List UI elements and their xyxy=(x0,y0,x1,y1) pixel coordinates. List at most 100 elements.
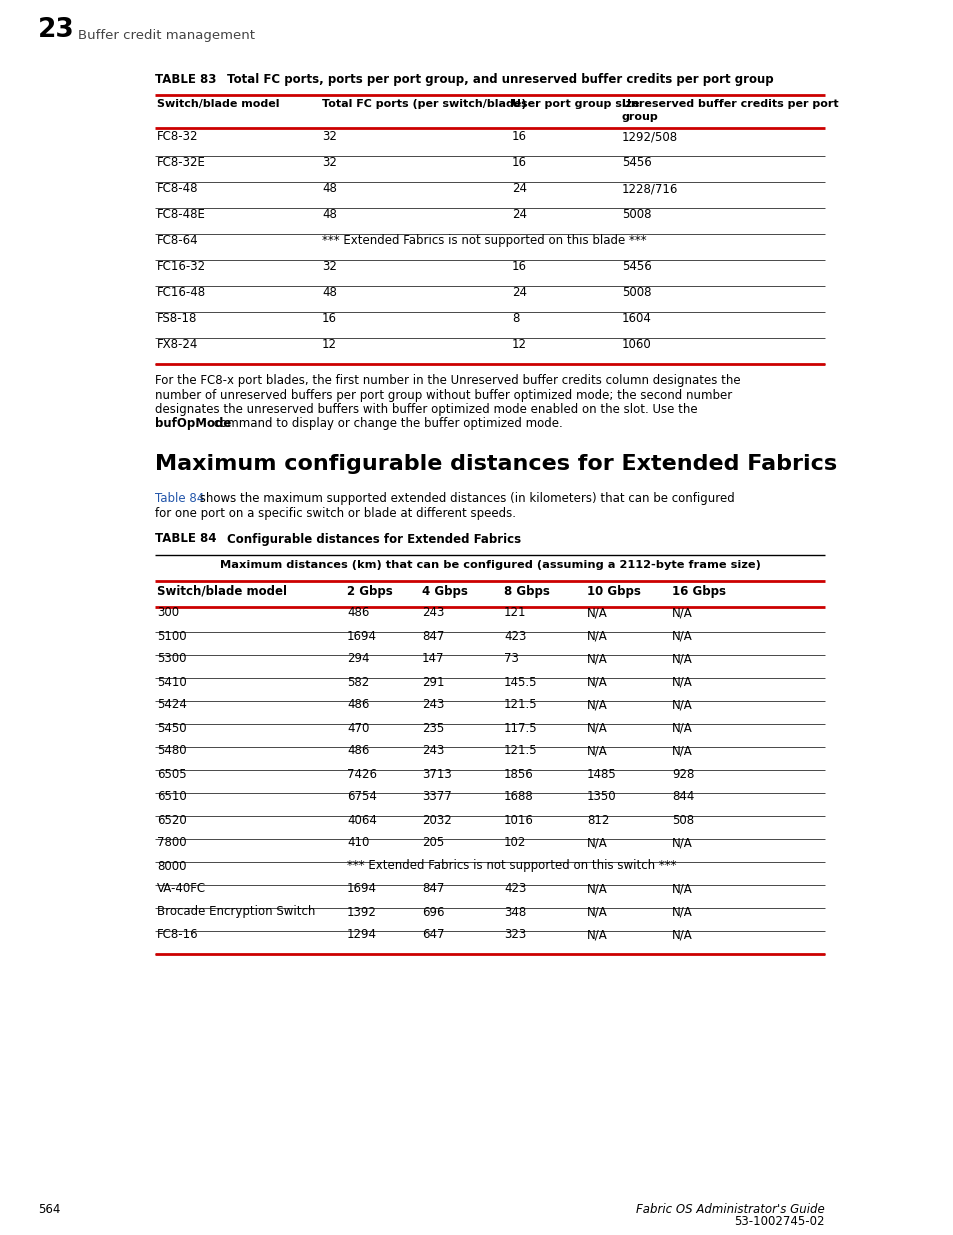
Text: Total FC ports, ports per port group, and unreserved buffer credits per port gro: Total FC ports, ports per port group, an… xyxy=(227,73,773,86)
Text: N/A: N/A xyxy=(586,630,607,642)
Text: Maximum configurable distances for Extended Fabrics: Maximum configurable distances for Exten… xyxy=(154,454,836,474)
Text: 6520: 6520 xyxy=(157,814,187,826)
Text: Maximum distances (km) that can be configured (assuming a 2112-byte frame size): Maximum distances (km) that can be confi… xyxy=(219,561,760,571)
Text: 5480: 5480 xyxy=(157,745,187,757)
Text: 145.5: 145.5 xyxy=(503,676,537,688)
Text: FC8-32E: FC8-32E xyxy=(157,156,206,169)
Text: N/A: N/A xyxy=(671,676,692,688)
Text: Unreserved buffer credits per port: Unreserved buffer credits per port xyxy=(621,99,838,109)
Text: 121.5: 121.5 xyxy=(503,745,537,757)
Text: 5008: 5008 xyxy=(621,287,651,299)
Text: N/A: N/A xyxy=(586,929,607,941)
Text: 1294: 1294 xyxy=(347,929,376,941)
Text: FC8-48E: FC8-48E xyxy=(157,207,206,221)
Text: Switch/blade model: Switch/blade model xyxy=(157,584,287,598)
Text: number of unreserved buffers per port group without buffer optimized mode; the s: number of unreserved buffers per port gr… xyxy=(154,389,732,401)
Text: 4064: 4064 xyxy=(347,814,376,826)
Text: 5456: 5456 xyxy=(621,261,651,273)
Text: 147: 147 xyxy=(421,652,444,666)
Text: *** Extended Fabrics is not supported on this blade ***: *** Extended Fabrics is not supported on… xyxy=(322,233,646,247)
Text: 844: 844 xyxy=(671,790,694,804)
Text: Buffer credit management: Buffer credit management xyxy=(78,28,254,42)
Text: 48: 48 xyxy=(322,287,336,299)
Text: 1694: 1694 xyxy=(347,630,376,642)
Text: 470: 470 xyxy=(347,721,369,735)
Text: 32: 32 xyxy=(322,261,336,273)
Text: 486: 486 xyxy=(347,699,369,711)
Text: 8 Gbps: 8 Gbps xyxy=(503,584,549,598)
Text: 812: 812 xyxy=(586,814,609,826)
Text: FX8-24: FX8-24 xyxy=(157,338,198,351)
Text: N/A: N/A xyxy=(671,630,692,642)
Text: 5008: 5008 xyxy=(621,207,651,221)
Text: 291: 291 xyxy=(421,676,444,688)
Text: FC16-32: FC16-32 xyxy=(157,261,206,273)
Text: 12: 12 xyxy=(512,338,526,351)
Text: 1604: 1604 xyxy=(621,312,651,325)
Text: 73: 73 xyxy=(503,652,518,666)
Text: 24: 24 xyxy=(512,287,526,299)
Text: 1350: 1350 xyxy=(586,790,616,804)
Text: 102: 102 xyxy=(503,836,526,850)
Text: N/A: N/A xyxy=(671,652,692,666)
Text: 48: 48 xyxy=(322,207,336,221)
Text: TABLE 84: TABLE 84 xyxy=(154,532,216,546)
Text: 1485: 1485 xyxy=(586,767,616,781)
Text: 32: 32 xyxy=(322,156,336,169)
Text: group: group xyxy=(621,112,659,122)
Text: Configurable distances for Extended Fabrics: Configurable distances for Extended Fabr… xyxy=(227,532,520,546)
Text: 6754: 6754 xyxy=(347,790,376,804)
Text: 16: 16 xyxy=(512,156,526,169)
Text: 16: 16 xyxy=(512,130,526,143)
Text: N/A: N/A xyxy=(586,836,607,850)
Text: 2032: 2032 xyxy=(421,814,452,826)
Text: *** Extended Fabrics is not supported on this switch ***: *** Extended Fabrics is not supported on… xyxy=(347,860,676,872)
Text: FC8-32: FC8-32 xyxy=(157,130,198,143)
Text: 486: 486 xyxy=(347,745,369,757)
Text: 647: 647 xyxy=(421,929,444,941)
Text: shows the maximum supported extended distances (in kilometers) that can be confi: shows the maximum supported extended dis… xyxy=(196,492,735,505)
Text: 23: 23 xyxy=(38,17,74,43)
Text: 6505: 6505 xyxy=(157,767,187,781)
Text: 5456: 5456 xyxy=(621,156,651,169)
Text: 3377: 3377 xyxy=(421,790,452,804)
Text: 847: 847 xyxy=(421,630,444,642)
Text: for one port on a specific switch or blade at different speeds.: for one port on a specific switch or bla… xyxy=(154,506,516,520)
Text: N/A: N/A xyxy=(671,745,692,757)
Text: 696: 696 xyxy=(421,905,444,919)
Text: bufOpMode: bufOpMode xyxy=(154,417,232,431)
Text: 5300: 5300 xyxy=(157,652,186,666)
Text: 235: 235 xyxy=(421,721,444,735)
Text: 32: 32 xyxy=(322,130,336,143)
Text: TABLE 83: TABLE 83 xyxy=(154,73,216,86)
Text: User port group size: User port group size xyxy=(512,99,639,109)
Text: 423: 423 xyxy=(503,883,526,895)
Text: Total FC ports (per switch/blade): Total FC ports (per switch/blade) xyxy=(322,99,526,109)
Text: N/A: N/A xyxy=(586,652,607,666)
Text: 6510: 6510 xyxy=(157,790,187,804)
Text: 243: 243 xyxy=(421,699,444,711)
Text: 5450: 5450 xyxy=(157,721,187,735)
Text: 582: 582 xyxy=(347,676,369,688)
Text: N/A: N/A xyxy=(671,905,692,919)
Text: FC8-64: FC8-64 xyxy=(157,233,198,247)
Text: FS8-18: FS8-18 xyxy=(157,312,197,325)
Text: 423: 423 xyxy=(503,630,526,642)
Text: 1060: 1060 xyxy=(621,338,651,351)
Text: FC16-48: FC16-48 xyxy=(157,287,206,299)
Text: N/A: N/A xyxy=(586,699,607,711)
Text: N/A: N/A xyxy=(586,721,607,735)
Text: Switch/blade model: Switch/blade model xyxy=(157,99,279,109)
Text: 323: 323 xyxy=(503,929,526,941)
Text: 53-1002745-02: 53-1002745-02 xyxy=(734,1215,824,1228)
Text: N/A: N/A xyxy=(586,883,607,895)
Text: 10 Gbps: 10 Gbps xyxy=(586,584,640,598)
Text: 1856: 1856 xyxy=(503,767,533,781)
Text: 12: 12 xyxy=(322,338,336,351)
Text: command to display or change the buffer optimized mode.: command to display or change the buffer … xyxy=(210,417,562,431)
Text: 1292/508: 1292/508 xyxy=(621,130,678,143)
Text: 410: 410 xyxy=(347,836,369,850)
Text: N/A: N/A xyxy=(671,721,692,735)
Text: 5424: 5424 xyxy=(157,699,187,711)
Text: 16 Gbps: 16 Gbps xyxy=(671,584,725,598)
